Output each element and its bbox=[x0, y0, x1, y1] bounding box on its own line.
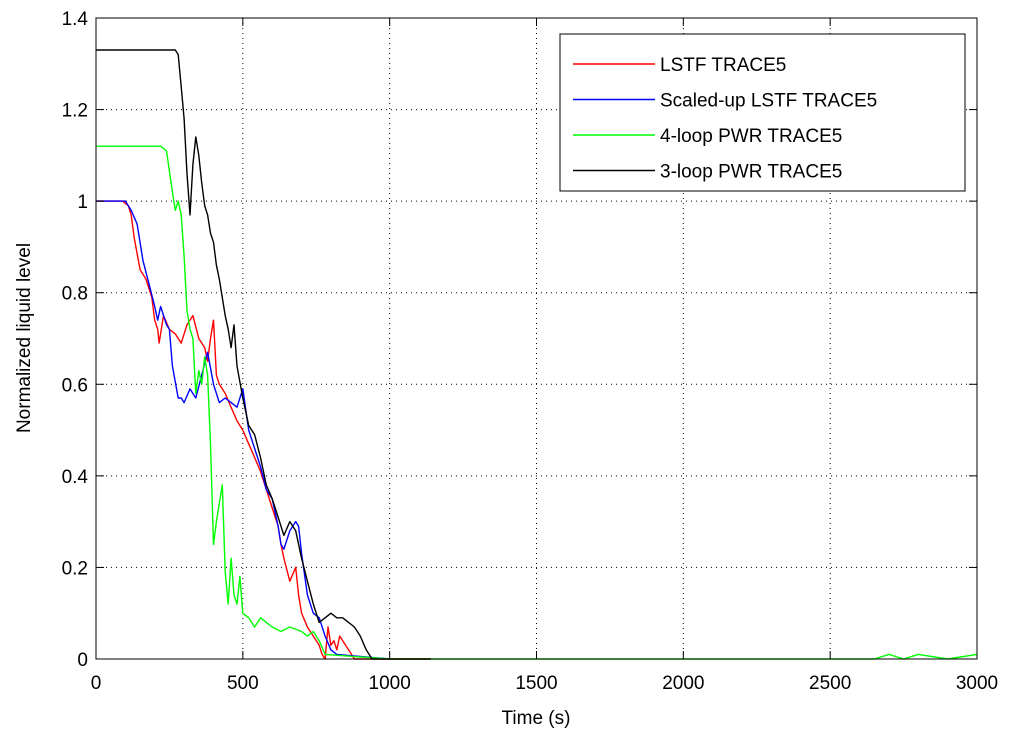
series-line-4 bbox=[96, 49, 431, 660]
x-tick-label: 2500 bbox=[809, 673, 851, 694]
legend-label: Scaled-up LSTF TRACE5 bbox=[660, 91, 877, 112]
y-tick-label: 0.2 bbox=[62, 558, 88, 579]
series-line-1 bbox=[96, 200, 431, 660]
x-axis-label: Time (s) bbox=[502, 708, 571, 729]
y-axis: 0 0.2 0.4 0.6 0.8 1 1.2 1.4 bbox=[62, 9, 977, 671]
x-axis: 0 500 1000 1500 2000 2500 3000 bbox=[91, 18, 998, 694]
y-tick-label: 1.4 bbox=[62, 9, 89, 30]
y-axis-label: Normalized liquid level bbox=[14, 243, 35, 433]
y-tick-label: 0.6 bbox=[62, 375, 88, 396]
legend-label: 3-loop PWR TRACE5 bbox=[660, 162, 842, 183]
series-line-2 bbox=[96, 200, 390, 660]
y-tick-label: 1.2 bbox=[62, 101, 88, 122]
x-tick-label: 0 bbox=[91, 673, 102, 694]
x-tick-label: 2000 bbox=[662, 673, 704, 694]
y-tick-label: 0.8 bbox=[62, 284, 88, 305]
series-lines bbox=[96, 49, 978, 660]
grid-lines bbox=[96, 18, 977, 659]
legend-box bbox=[559, 33, 966, 192]
y-tick-label: 0.4 bbox=[62, 467, 89, 488]
legend-label: 4-loop PWR TRACE5 bbox=[660, 126, 842, 147]
x-tick-label: 1500 bbox=[515, 673, 557, 694]
y-tick-label: 0 bbox=[77, 650, 88, 671]
x-tick-label: 1000 bbox=[369, 673, 411, 694]
y-tick-label: 1 bbox=[77, 192, 88, 213]
legend-label: LSTF TRACE5 bbox=[660, 55, 786, 76]
x-tick-label: 500 bbox=[227, 673, 259, 694]
series-line-3 bbox=[96, 145, 978, 660]
legend: LSTF TRACE5 Scaled-up LSTF TRACE5 4-loop P… bbox=[559, 33, 966, 192]
x-tick-label: 3000 bbox=[956, 673, 998, 694]
